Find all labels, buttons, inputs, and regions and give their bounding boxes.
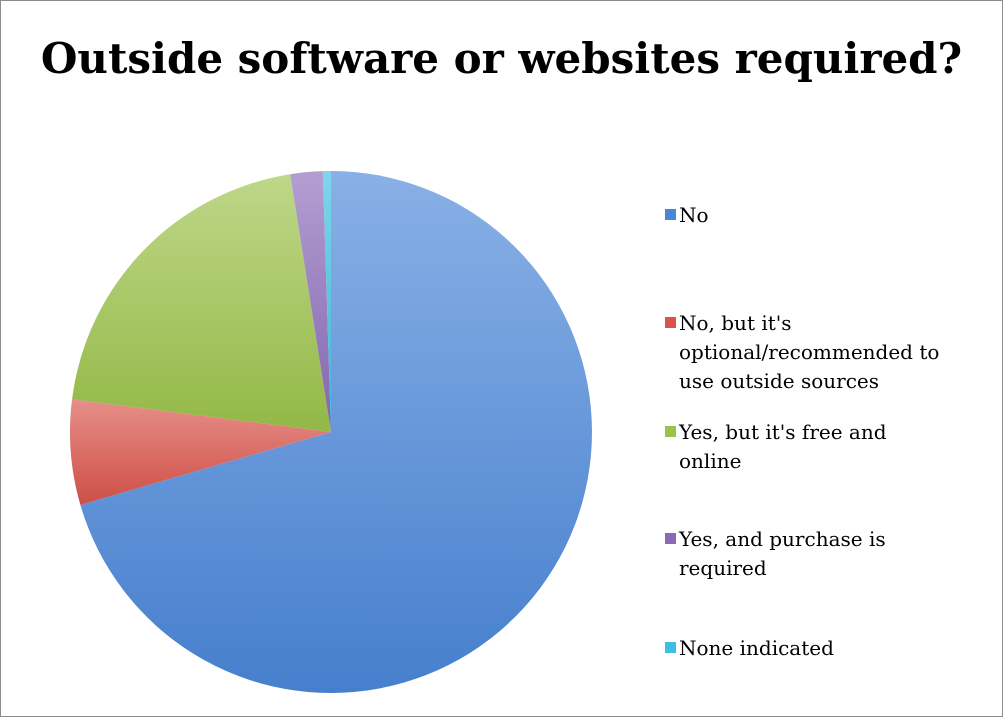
pie-slices [70,171,592,693]
legend-label-none-indicated: None indicated [679,634,995,663]
legend-swatch-no-but-optional [665,317,676,328]
legend-label-yes-free-online: Yes, but it's free and online [679,418,995,476]
legend-swatch-no [665,209,676,220]
legend-swatch-none-indicated [665,642,676,653]
legend-item-yes-purchase-required: Yes, and purchase is required [665,525,995,583]
legend-item-no: No [665,201,995,230]
pie-slice-yes-free-online [72,174,331,432]
legend-label-no: No [679,201,995,230]
legend-item-yes-free-online: Yes, but it's free and online [665,418,995,476]
legend-swatch-yes-purchase-required [665,533,676,544]
legend-item-no-but-optional: No, but it's optional/recommended to use… [665,309,995,396]
legend-label-yes-purchase-required: Yes, and purchase is required [679,525,995,583]
legend-item-none-indicated: None indicated [665,634,995,663]
legend-label-no-but-optional: No, but it's optional/recommended to use… [679,309,995,396]
legend-swatch-yes-free-online [665,426,676,437]
